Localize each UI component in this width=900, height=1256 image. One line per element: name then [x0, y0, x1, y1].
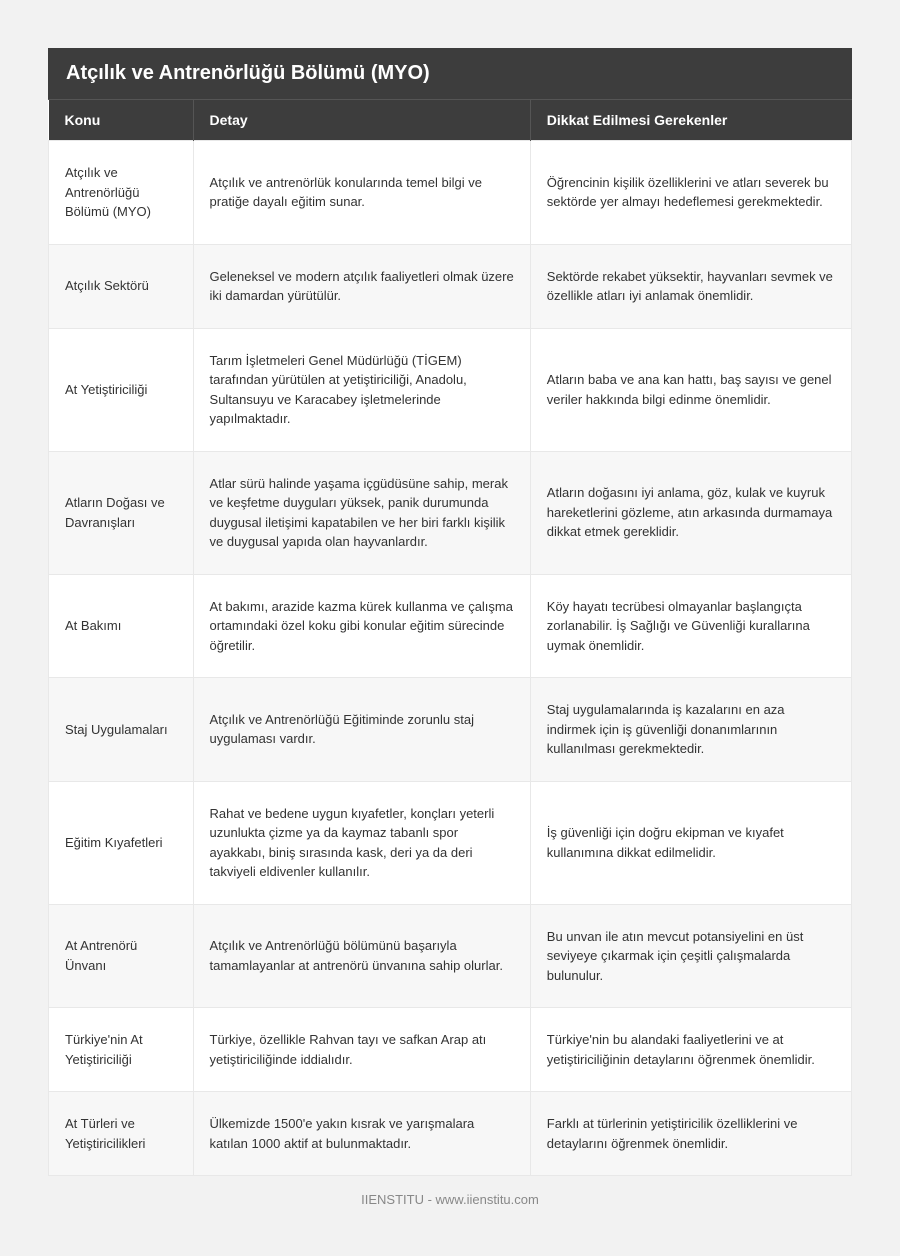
table-row: Atların Doğası ve DavranışlarıAtlar sürü…: [49, 451, 852, 574]
table-body: Atçılık ve Antrenörlüğü Bölümü (MYO)Atçı…: [49, 141, 852, 1176]
cell-notes: Farklı at türlerinin yetiştiricilik özel…: [530, 1092, 851, 1176]
footer-text: IIENSTITU - www.iienstitu.com: [48, 1176, 852, 1207]
cell-detail: Atçılık ve antrenörlük konularında temel…: [193, 141, 530, 245]
header-topic: Konu: [49, 100, 194, 141]
table-row: At YetiştiriciliğiTarım İşletmeleri Gene…: [49, 328, 852, 451]
cell-topic: Staj Uygulamaları: [49, 678, 194, 782]
table-header: Konu Detay Dikkat Edilmesi Gerekenler: [49, 100, 852, 141]
table-row: Atçılık SektörüGeleneksel ve modern atçı…: [49, 244, 852, 328]
cell-topic: At Bakımı: [49, 574, 194, 678]
cell-notes: Köy hayatı tecrübesi olmayanlar başlangı…: [530, 574, 851, 678]
table-row: Eğitim KıyafetleriRahat ve bedene uygun …: [49, 781, 852, 904]
cell-detail: Ülkemizde 1500'e yakın kısrak ve yarışma…: [193, 1092, 530, 1176]
table-row: At Türleri ve YetiştiricilikleriÜlkemizd…: [49, 1092, 852, 1176]
cell-topic: Eğitim Kıyafetleri: [49, 781, 194, 904]
cell-notes: Öğrencinin kişilik özelliklerini ve atla…: [530, 141, 851, 245]
cell-detail: Türkiye, özellikle Rahvan tayı ve safkan…: [193, 1008, 530, 1092]
cell-detail: Atlar sürü halinde yaşama içgüdüsüne sah…: [193, 451, 530, 574]
table-row: Atçılık ve Antrenörlüğü Bölümü (MYO)Atçı…: [49, 141, 852, 245]
cell-notes: Staj uygulamalarında iş kazalarını en az…: [530, 678, 851, 782]
cell-topic: Atların Doğası ve Davranışları: [49, 451, 194, 574]
header-notes: Dikkat Edilmesi Gerekenler: [530, 100, 851, 141]
cell-detail: Rahat ve bedene uygun kıyafetler, konçla…: [193, 781, 530, 904]
cell-notes: Türkiye'nin bu alandaki faaliyetlerini v…: [530, 1008, 851, 1092]
cell-topic: Türkiye'nin At Yetiştiriciliği: [49, 1008, 194, 1092]
cell-topic: Atçılık Sektörü: [49, 244, 194, 328]
cell-detail: At bakımı, arazide kazma kürek kullanma …: [193, 574, 530, 678]
table-row: Türkiye'nin At YetiştiriciliğiTürkiye, ö…: [49, 1008, 852, 1092]
info-table: Konu Detay Dikkat Edilmesi Gerekenler At…: [48, 100, 852, 1176]
document-container: Atçılık ve Antrenörlüğü Bölümü (MYO) Kon…: [48, 48, 852, 1207]
cell-notes: Sektörde rekabet yüksektir, hayvanları s…: [530, 244, 851, 328]
cell-detail: Atçılık ve Antrenörlüğü Eğitiminde zorun…: [193, 678, 530, 782]
table-row: At BakımıAt bakımı, arazide kazma kürek …: [49, 574, 852, 678]
cell-detail: Tarım İşletmeleri Genel Müdürlüğü (TİGEM…: [193, 328, 530, 451]
table-row: At Antrenörü ÜnvanıAtçılık ve Antrenörlü…: [49, 904, 852, 1008]
cell-detail: Geleneksel ve modern atçılık faaliyetler…: [193, 244, 530, 328]
cell-notes: Atların baba ve ana kan hattı, baş sayıs…: [530, 328, 851, 451]
cell-notes: Bu unvan ile atın mevcut potansiyelini e…: [530, 904, 851, 1008]
cell-detail: Atçılık ve Antrenörlüğü bölümünü başarıy…: [193, 904, 530, 1008]
header-detail: Detay: [193, 100, 530, 141]
cell-topic: Atçılık ve Antrenörlüğü Bölümü (MYO): [49, 141, 194, 245]
cell-notes: Atların doğasını iyi anlama, göz, kulak …: [530, 451, 851, 574]
cell-topic: At Yetiştiriciliği: [49, 328, 194, 451]
cell-topic: At Antrenörü Ünvanı: [49, 904, 194, 1008]
page-title: Atçılık ve Antrenörlüğü Bölümü (MYO): [48, 48, 852, 100]
table-row: Staj UygulamalarıAtçılık ve Antrenörlüğü…: [49, 678, 852, 782]
cell-topic: At Türleri ve Yetiştiricilikleri: [49, 1092, 194, 1176]
cell-notes: İş güvenliği için doğru ekipman ve kıyaf…: [530, 781, 851, 904]
header-row: Konu Detay Dikkat Edilmesi Gerekenler: [49, 100, 852, 141]
